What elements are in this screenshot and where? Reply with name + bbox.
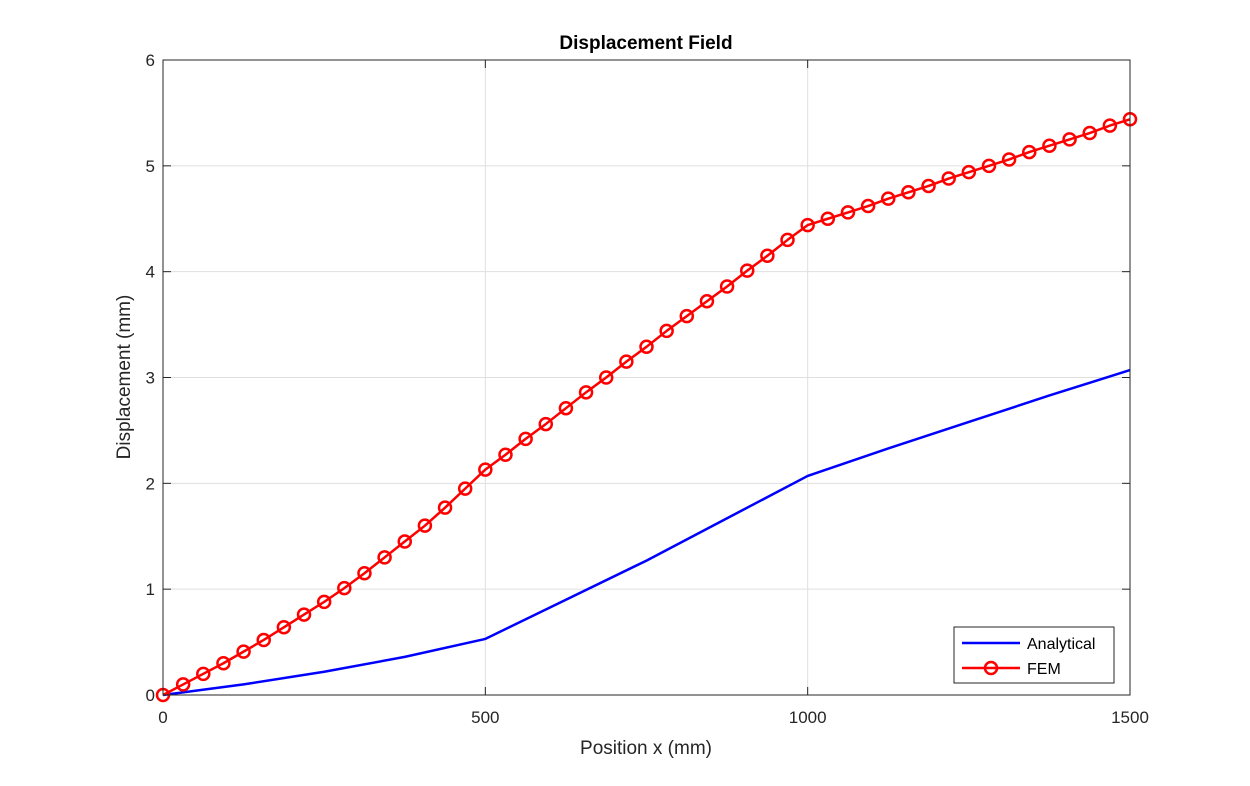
x-axis-label: Position x (mm) (580, 738, 712, 759)
data-point-fem (1062, 132, 1077, 147)
y-tick-label: 6 (146, 51, 155, 70)
chart-title: Displacement Field (559, 33, 732, 54)
data-point-fem (1082, 125, 1097, 141)
data-point-fem (921, 178, 936, 194)
data-point-fem (639, 339, 654, 355)
data-point-fem (216, 656, 231, 671)
series-line-analytical (162, 368, 1131, 697)
data-point-fem (820, 211, 836, 226)
data-point-fem (276, 620, 292, 635)
data-point-fem (1022, 144, 1037, 160)
y-tick-label: 1 (146, 580, 155, 599)
data-point-fem (296, 607, 312, 622)
data-point-fem (538, 416, 554, 432)
data-point-fem (961, 164, 977, 180)
x-tick-label: 500 (471, 708, 499, 727)
data-point-fem (1102, 118, 1118, 133)
legend-marker-fem (983, 660, 999, 676)
data-point-fem (1001, 152, 1017, 167)
data-point-fem (860, 198, 876, 214)
legend[interactable]: Analytical FEM (953, 626, 1115, 684)
data-point-fem (1042, 138, 1057, 153)
data-point-fem (437, 500, 453, 515)
data-point-fem (981, 158, 997, 174)
data-point-fem (760, 248, 775, 264)
data-point-fem (558, 400, 574, 416)
data-point-fem (780, 232, 795, 248)
data-point-fem (619, 354, 634, 369)
series-line-fem (162, 118, 1131, 697)
y-tick-label: 3 (146, 369, 155, 388)
data-point-fem (901, 185, 916, 200)
x-tick-label: 0 (158, 708, 167, 727)
legend-box (953, 626, 1115, 684)
data-point-fem (478, 462, 493, 477)
y-axis-label: Displacement (mm) (114, 295, 135, 460)
y-tick-label: 5 (146, 157, 155, 176)
legend-label-analytical: Analytical (1027, 636, 1095, 653)
data-point-fem (417, 518, 433, 533)
data-point-fem (518, 431, 533, 447)
data-point-fem (397, 534, 412, 549)
data-point-fem (800, 217, 815, 233)
data-point-fem (175, 677, 191, 692)
data-point-fem (457, 481, 473, 496)
data-point-fem (196, 666, 211, 682)
data-point-fem (337, 580, 352, 596)
data-point-fem (377, 550, 392, 565)
data-point-fem (256, 632, 271, 648)
data-point-fem (719, 279, 735, 294)
data-point-fem (578, 385, 594, 400)
data-point-fem (357, 566, 372, 581)
y-tick-label: 4 (146, 263, 155, 282)
data-point-fem (598, 370, 614, 385)
data-point-fem (679, 308, 695, 324)
data-point-fem (941, 171, 956, 186)
legend-label-fem: FEM (1027, 661, 1061, 678)
data-point-fem (236, 644, 251, 659)
data-point-fem (739, 263, 755, 278)
ticks: 0 500 1000 1500 0 1 2 3 4 5 6 (146, 51, 1149, 727)
x-tick-label: 1000 (789, 708, 827, 727)
data-point-fem (316, 594, 332, 610)
data-point-fem (659, 323, 674, 339)
y-tick-label: 0 (146, 686, 155, 705)
data-point-fem (840, 205, 856, 220)
data-point-fem (881, 191, 896, 206)
x-tick-label: 1500 (1111, 708, 1149, 727)
y-tick-label: 2 (146, 474, 155, 493)
series-layer (155, 112, 1138, 703)
data-point-fem (498, 447, 513, 463)
data-point-fem (699, 294, 715, 309)
